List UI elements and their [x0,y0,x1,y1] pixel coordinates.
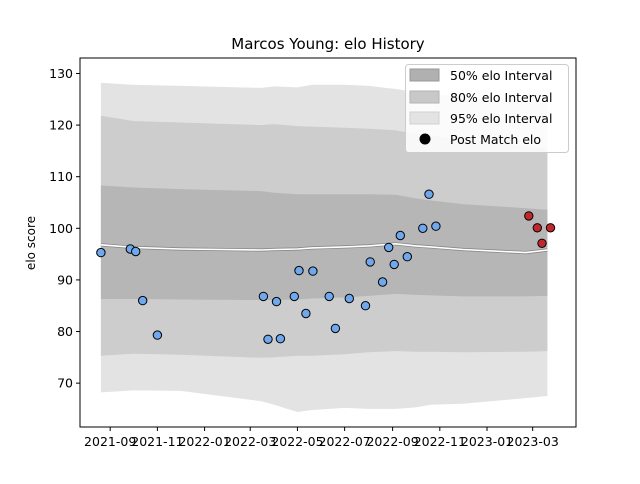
legend-label-80: 80% elo Interval [450,90,552,105]
y-tick-label: 90 [57,272,73,287]
data-point-19 [377,277,388,287]
data-point-6 [258,291,269,302]
data-point-26 [431,221,441,231]
x-tick-label: 2022-09 [366,434,418,449]
legend-label-post-match: Post Match elo [450,132,541,147]
legend-marker-post-match [419,133,431,145]
data-point-25 [424,189,434,199]
plot-frame [79,57,577,428]
y-tick-label: 120 [49,118,73,133]
data-point-1 [96,247,106,258]
data-point-3 [131,246,141,257]
chart-title: Marcos Young: elo History [231,35,425,53]
y-tick-label: 80 [57,324,73,339]
data-point-27 [524,211,534,221]
x-tick-label: 2022-03 [224,434,276,449]
x-tick-label: 2022-07 [319,434,371,449]
data-point-21 [389,259,399,270]
data-point-9 [275,334,286,344]
x-tick-label: 2023-03 [507,434,559,449]
x-tick-label: 2021-11 [131,434,183,449]
data-point-13 [308,266,318,276]
y-tick-label: 70 [57,376,73,391]
data-point-23 [402,252,412,262]
y-tick-label: 130 [49,66,73,81]
legend-label-50: 50% elo Interval [450,68,552,83]
y-axis-label: elo score [24,216,38,270]
x-tick-label: 2021-09 [84,434,136,449]
legend-swatch-95 [409,111,440,125]
data-point-16 [344,293,354,304]
x-tick-label: 2023-01 [461,434,513,449]
data-point-30 [545,223,556,233]
data-point-29 [537,238,547,249]
data-point-4 [138,295,148,306]
data-point-5 [152,330,163,340]
data-point-8 [271,296,282,307]
legend-frame [405,64,569,153]
y-tick-label: 100 [49,221,73,236]
x-tick-label: 2022-01 [178,434,230,449]
data-point-22 [395,230,405,241]
data-point-10 [289,291,299,302]
data-point-17 [360,301,371,311]
data-point-18 [365,257,375,267]
data-point-28 [532,223,542,233]
legend-label-95: 95% elo Interval [450,111,552,126]
data-point-15 [330,323,341,334]
x-tick-label: 2022-11 [414,434,466,449]
data-point-7 [263,334,273,344]
data-point-12 [301,308,311,319]
data-point-20 [384,242,394,253]
axes: 7080901001101201302021-092021-112022-012… [49,57,577,449]
data-point-11 [294,265,304,276]
x-tick-label: 2022-05 [271,434,323,449]
y-tick-label: 110 [49,169,73,184]
plot-area [96,82,556,413]
data-point-24 [418,223,428,234]
legend-swatch-80 [409,90,440,104]
band-50 [100,185,548,300]
legend: 50% elo Interval 80% elo Interval 95% el… [405,64,569,153]
legend-swatch-50 [409,68,440,82]
mean-line [100,242,548,254]
data-point-14 [324,291,334,302]
